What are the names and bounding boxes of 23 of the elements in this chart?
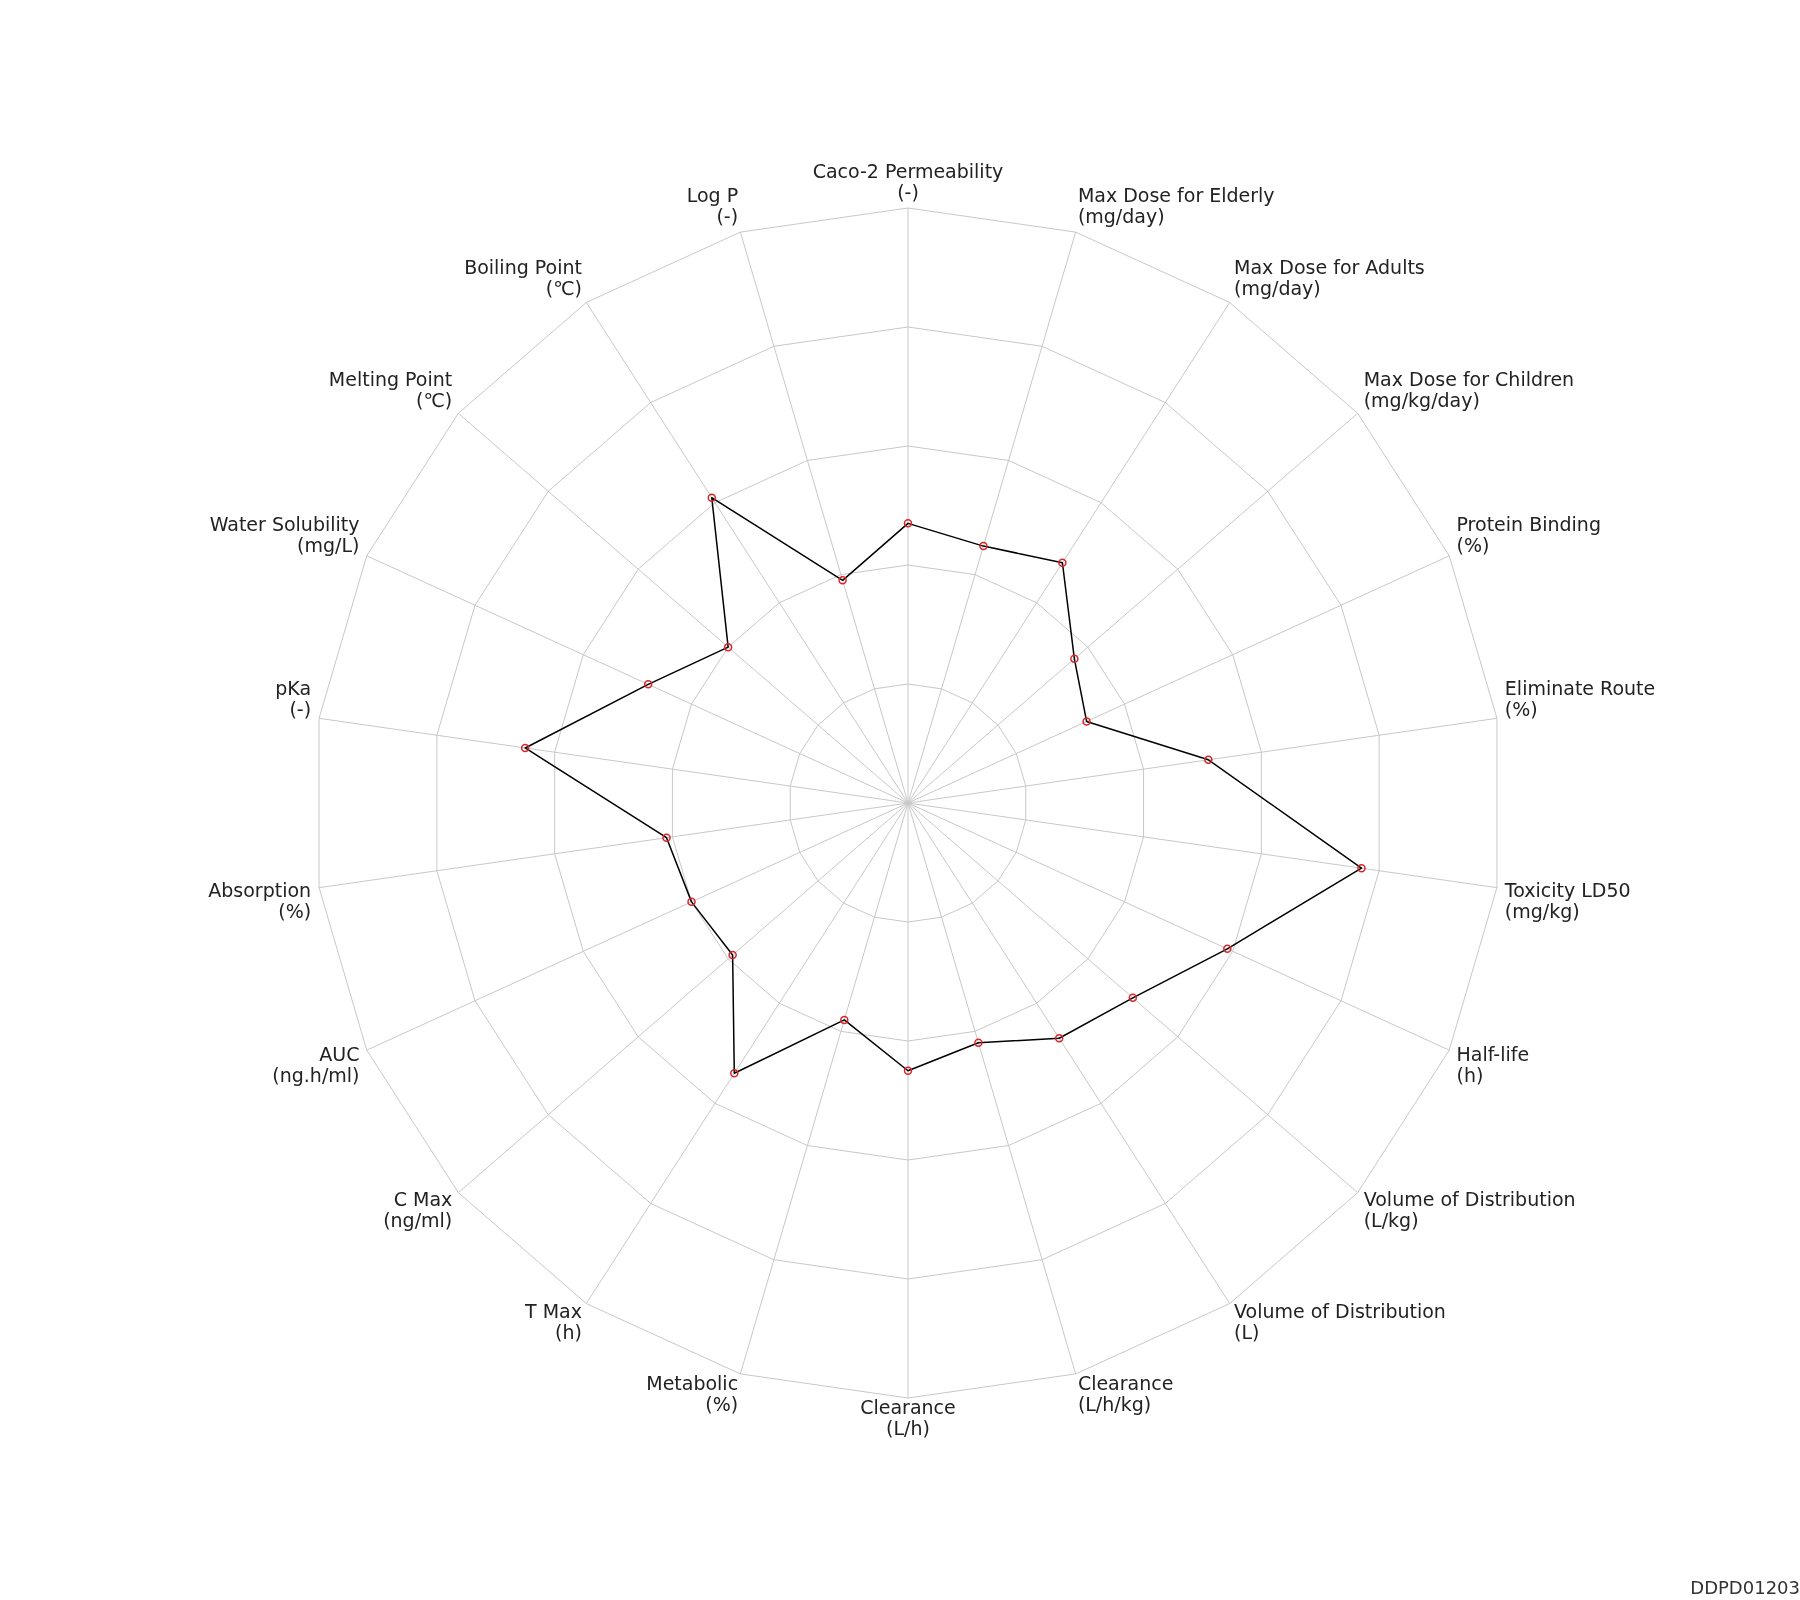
text: DDPD01203 xyxy=(1690,1577,1800,1598)
spoke-label: pKa (-) xyxy=(275,677,312,721)
spoke-label: Absorption (%) xyxy=(208,878,312,922)
spoke-label: Max Dose for Children (mg/kg/day) xyxy=(1363,368,1575,412)
spoke-label: C Max (ng/ml) xyxy=(383,1187,453,1231)
spoke-label: Log P (-) xyxy=(686,184,739,228)
spoke-label: Boiling Point (℃) xyxy=(464,255,582,299)
spoke-label: AUC (ng.h/ml) xyxy=(272,1043,360,1087)
spoke-label: Volume of Distribution (L/kg) xyxy=(1363,1187,1576,1231)
spoke-label: Eliminate Route (%) xyxy=(1504,677,1656,721)
spoke-label: Half-life (h) xyxy=(1456,1043,1530,1087)
spoke-label: Water Solubility (mg/L) xyxy=(209,512,360,556)
spoke-label: Max Dose for Elderly (mg/day) xyxy=(1077,184,1275,228)
spoke-label: Clearance (L/h) xyxy=(860,1396,956,1439)
spoke-label: Protein Binding (%) xyxy=(1456,512,1601,556)
spoke-label: Caco-2 Permeability (-) xyxy=(812,160,1004,203)
spoke-label: Max Dose for Adults (mg/day) xyxy=(1234,255,1425,299)
spoke-label: Toxicity LD50 (mg/kg) xyxy=(1503,878,1631,922)
spoke-label: T Max (h) xyxy=(524,1300,582,1344)
spoke-label: Melting Point (℃) xyxy=(328,368,453,412)
spoke-label: Metabolic (%) xyxy=(646,1371,739,1415)
spoke-label: Volume of Distribution (L) xyxy=(1234,1300,1446,1344)
spoke-label: Clearance (L/h/kg) xyxy=(1077,1371,1174,1415)
